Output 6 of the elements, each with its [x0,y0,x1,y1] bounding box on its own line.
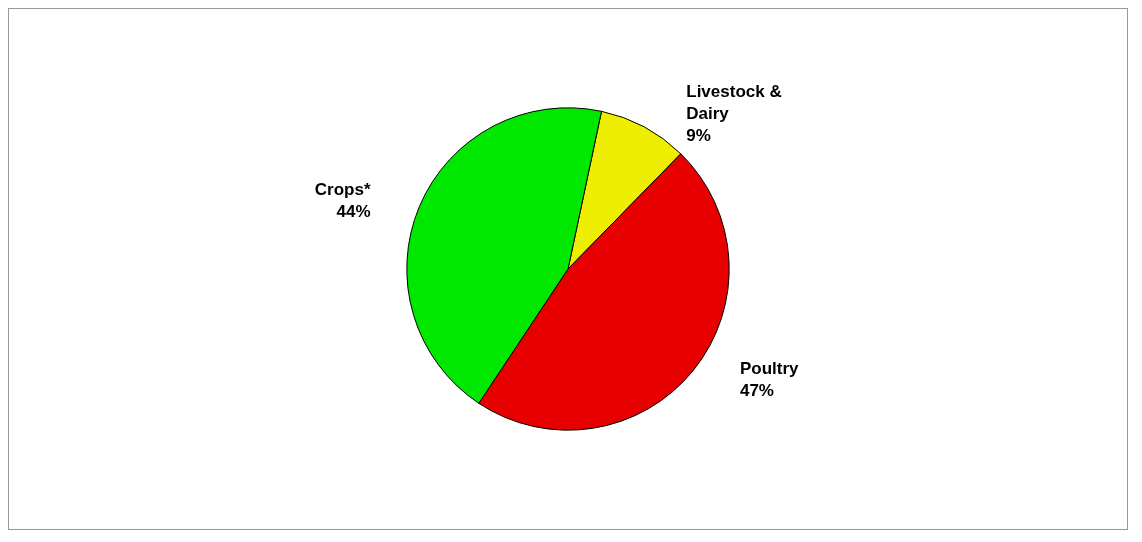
slice-label: Poultry [739,359,800,379]
data-label: 44% [336,202,371,222]
data-label: 47% [739,381,774,401]
slice-label: Crops* [314,180,371,200]
slice-label: Livestock & Dairy [686,82,787,124]
data-label: 9% [686,126,711,146]
